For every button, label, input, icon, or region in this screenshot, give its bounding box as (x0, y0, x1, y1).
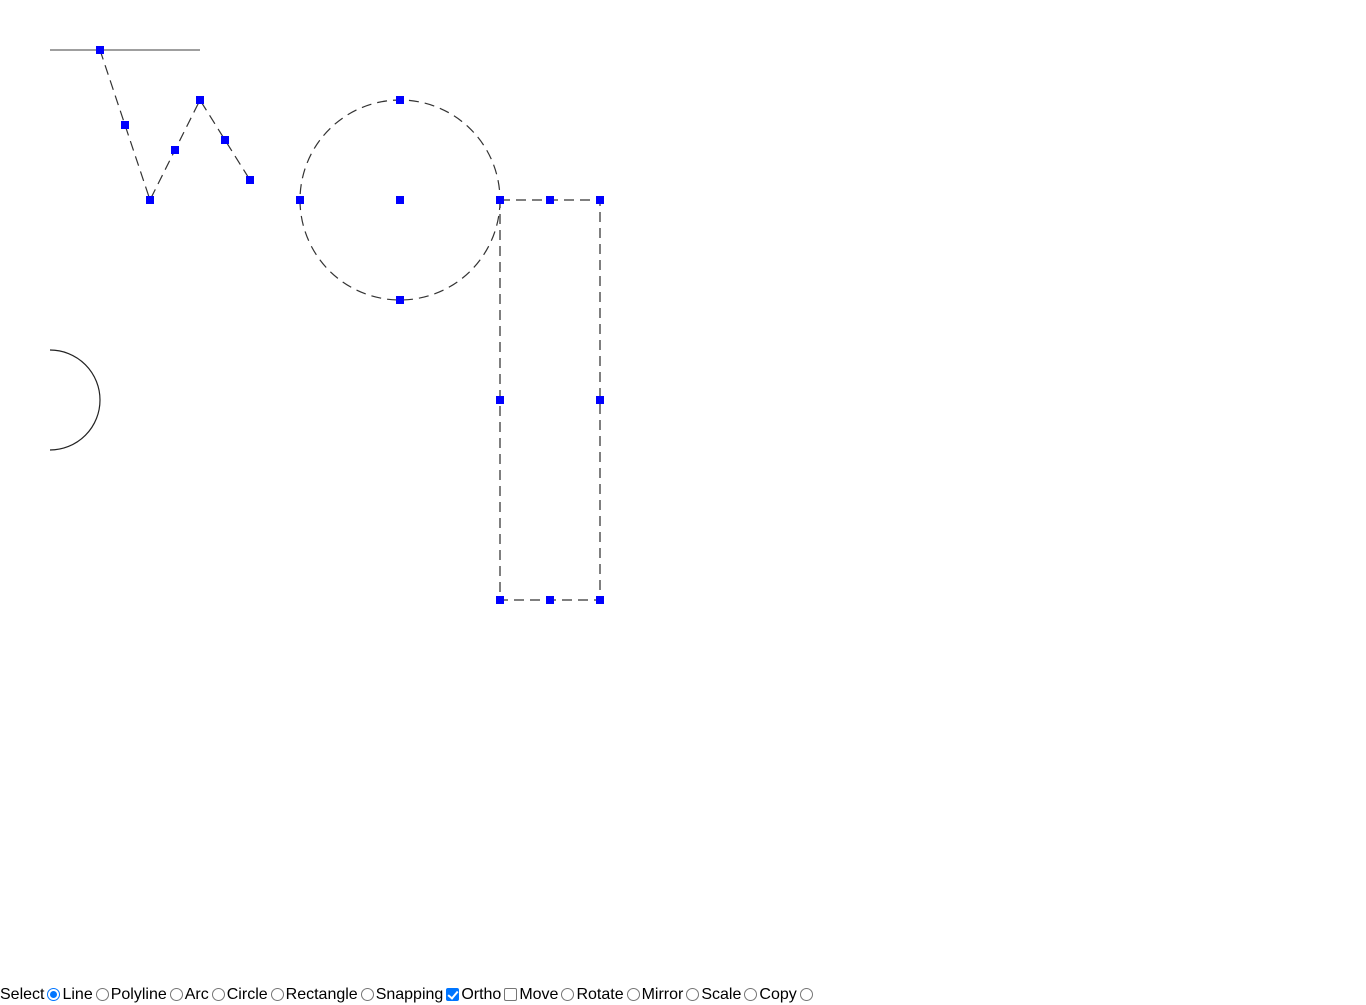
scale-radio[interactable] (744, 988, 758, 1001)
mirror-radio[interactable] (686, 988, 700, 1001)
grip-handle[interactable] (171, 146, 179, 154)
grip-handle[interactable] (596, 396, 604, 404)
rectangle-shape-selected[interactable] (499, 199, 601, 601)
selection-grips (96, 46, 604, 604)
rectangle-radio[interactable] (360, 988, 374, 1001)
grip-handle[interactable] (196, 96, 204, 104)
grip-handle[interactable] (396, 196, 404, 204)
select-radio[interactable] (47, 988, 61, 1001)
polyline-radio[interactable] (169, 988, 183, 1001)
grip-handle[interactable] (496, 596, 504, 604)
grip-handle[interactable] (496, 196, 504, 204)
tool-label-arc: Arc (184, 986, 209, 1003)
tool-label-circle: Circle (226, 986, 268, 1003)
grip-handle[interactable] (121, 121, 129, 129)
move-radio[interactable] (561, 988, 575, 1001)
ortho-checkbox[interactable] (504, 988, 518, 1001)
rotate-radio[interactable] (626, 988, 640, 1001)
circle-radio[interactable] (270, 988, 284, 1001)
grip-handle[interactable] (246, 176, 254, 184)
grip-handle[interactable] (296, 196, 304, 204)
arc-shape[interactable] (49, 349, 101, 451)
tool-label-scale: Scale (701, 986, 742, 1003)
tool-label-mirror: Mirror (641, 986, 684, 1003)
grip-handle[interactable] (546, 596, 554, 604)
grip-handle[interactable] (96, 46, 104, 54)
grip-handle[interactable] (396, 296, 404, 304)
tool-label-copy: Copy (759, 986, 797, 1003)
grip-handle[interactable] (596, 196, 604, 204)
grip-handle[interactable] (546, 196, 554, 204)
grip-handle[interactable] (221, 136, 229, 144)
line-radio[interactable] (95, 988, 109, 1001)
tool-label-snapping: Snapping (375, 986, 444, 1003)
arc-radio[interactable] (211, 988, 225, 1001)
drawing-canvas[interactable] (0, 0, 1366, 980)
tool-label-ortho: Ortho (461, 986, 502, 1003)
tool-toolbar: Select Line Polyline Arc Circle Rectangl… (0, 984, 815, 1005)
tool-label-select: Select (0, 986, 45, 1003)
tool-label-rotate: Rotate (576, 986, 624, 1003)
tool-label-move: Move (519, 986, 559, 1003)
tool-label-rectangle: Rectangle (285, 986, 358, 1003)
tool-label-polyline: Polyline (110, 986, 167, 1003)
grip-handle[interactable] (396, 96, 404, 104)
copy-radio[interactable] (799, 988, 813, 1001)
grip-handle[interactable] (496, 396, 504, 404)
grip-handle[interactable] (596, 596, 604, 604)
snapping-checkbox[interactable] (446, 988, 460, 1001)
grip-handle[interactable] (146, 196, 154, 204)
tool-label-line: Line (62, 986, 93, 1003)
